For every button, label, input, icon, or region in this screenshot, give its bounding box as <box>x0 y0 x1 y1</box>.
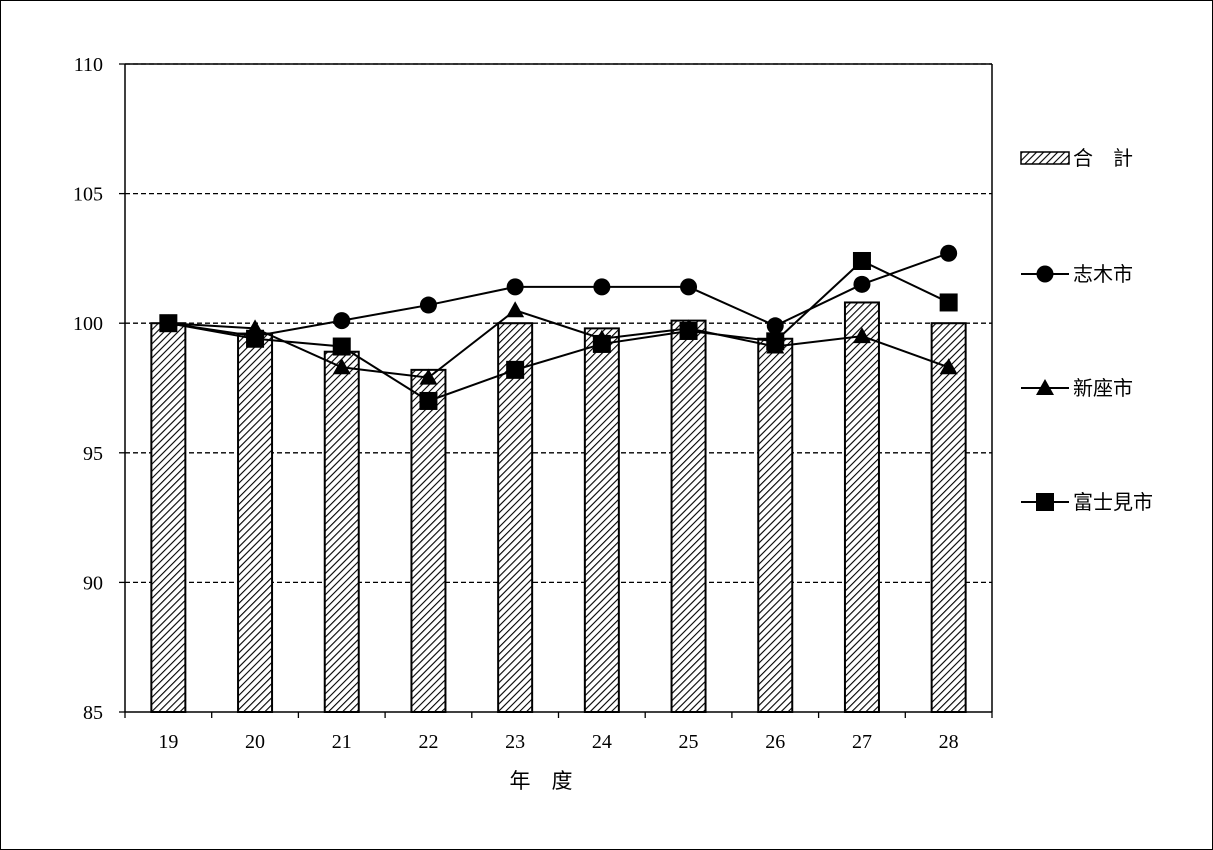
x-tick-label: 19 <box>158 731 178 753</box>
legend-swatch-bar <box>1020 151 1070 165</box>
x-tick-label: 23 <box>505 731 525 753</box>
bar <box>323 350 360 713</box>
data-point-square <box>506 360 525 379</box>
data-point-circle <box>940 244 958 262</box>
y-tick-label: 110 <box>74 54 103 76</box>
bar <box>930 322 967 713</box>
data-point-circle <box>680 278 698 296</box>
data-point-triangle <box>419 368 438 385</box>
bar <box>150 322 187 713</box>
data-point-circle <box>506 278 524 296</box>
data-point-square <box>246 329 265 348</box>
data-point-square <box>332 337 351 356</box>
data-point-square <box>419 391 438 410</box>
data-point-triangle <box>852 327 871 344</box>
data-point-triangle <box>939 358 958 375</box>
x-tick-label: 21 <box>332 731 352 753</box>
series-line-circle <box>168 252 949 338</box>
x-tick-label: 22 <box>418 731 438 753</box>
bar <box>497 322 534 713</box>
bar <box>843 301 880 713</box>
data-point-square <box>939 293 958 312</box>
x-tick-label: 28 <box>939 731 959 753</box>
x-tick-label: 26 <box>765 731 785 753</box>
y-tick-label: 95 <box>83 443 103 465</box>
data-point-square <box>159 314 178 333</box>
bar <box>583 327 620 713</box>
data-point-circle <box>766 317 784 335</box>
bar <box>757 337 794 713</box>
y-tick-label: 85 <box>83 702 103 724</box>
legend-label: 富士見市 <box>1073 490 1153 514</box>
data-point-square <box>766 332 785 351</box>
data-point-square <box>852 251 871 270</box>
x-tick-label: 24 <box>592 731 612 753</box>
series-line-square <box>168 259 950 403</box>
legend-marker-triangle <box>1036 379 1054 395</box>
series-line-triangle <box>168 309 949 379</box>
data-point-circle <box>593 278 611 296</box>
x-tick-label: 20 <box>245 731 265 753</box>
bar <box>670 319 707 713</box>
data-point-triangle <box>332 358 351 375</box>
series-lines <box>159 244 958 410</box>
data-point-circle <box>419 296 437 314</box>
data-point-circle <box>853 275 871 293</box>
data-point-triangle <box>506 301 525 318</box>
legend-marker-circle <box>1036 265 1054 283</box>
legend-label: 合 計 <box>1073 146 1133 170</box>
data-point-square <box>592 334 611 353</box>
y-tick-label: 90 <box>83 572 103 594</box>
legend-marker-square <box>1036 493 1054 511</box>
bar <box>237 332 274 713</box>
data-point-square <box>679 321 698 340</box>
x-axis-label: 年 度 <box>510 769 573 793</box>
bars <box>150 301 967 713</box>
data-point-circle <box>333 312 351 330</box>
legend-label: 新座市 <box>1073 376 1133 400</box>
bar <box>410 368 447 713</box>
y-tick-label: 100 <box>73 313 103 335</box>
axes: 85 90 95 100 105 110 19 20 21 22 23 24 25 26 27 28 <box>73 54 993 753</box>
legend-label: 志木市 <box>1073 262 1133 286</box>
x-tick-label: 27 <box>852 731 872 753</box>
y-tick-label: 105 <box>73 184 103 206</box>
x-tick-label: 25 <box>679 731 699 753</box>
